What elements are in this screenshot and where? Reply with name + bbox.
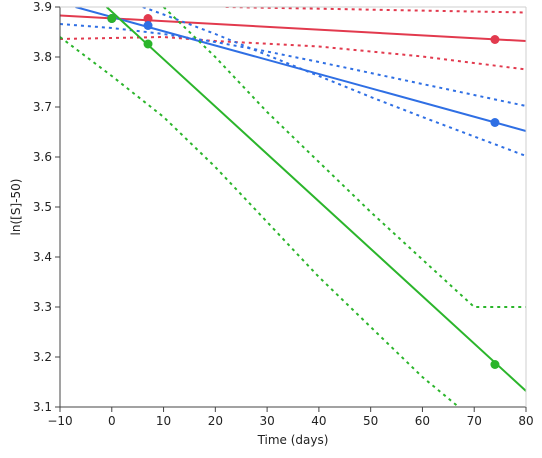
y-tick-label: 3.3	[33, 300, 52, 314]
x-tick-label: 40	[311, 414, 326, 428]
series-2-fit-line	[75, 7, 526, 132]
series-1-ci-upper	[225, 7, 526, 14]
series-2-point-2	[143, 21, 153, 30]
x-tick-label: −10	[47, 414, 72, 428]
series-3-ci-upper	[162, 7, 526, 308]
axes: −10 0 10 20 30 40 50 60 70 80 3.1 3.2 3.3 3.4 3.5 3.6 3.…	[33, 0, 534, 428]
y-tick-label: 3.8	[33, 50, 52, 64]
y-tick-label: 3.1	[33, 400, 52, 414]
x-tick-label: 0	[108, 414, 116, 428]
series-1-point-2	[143, 14, 153, 23]
series-2-ci-lower	[142, 7, 526, 157]
x-tick-label: 80	[518, 414, 533, 428]
series-2-point-3	[490, 118, 500, 127]
y-axis-title: ln([S]-50)	[9, 179, 23, 236]
x-axis-title: Time (days)	[257, 433, 329, 447]
series-markers	[107, 14, 500, 369]
series-3-fit-line	[105, 7, 526, 392]
series-3-point-3	[490, 360, 500, 369]
series-3-ci-lower	[60, 36, 460, 407]
series-3-point-1	[107, 14, 117, 23]
plot-area	[60, 7, 526, 407]
series-2-ci-upper	[60, 23, 526, 107]
x-tick-label: 60	[415, 414, 430, 428]
x-tick-label: 70	[467, 414, 482, 428]
series-3-point-2	[143, 39, 153, 49]
y-tick-label: 3.5	[33, 200, 52, 214]
y-tick-label: 3.4	[33, 250, 52, 264]
series-1-point-3	[490, 35, 500, 44]
x-tick-label: 30	[259, 414, 274, 428]
y-tick-label: 3.6	[33, 150, 52, 164]
y-tick-label: 3.7	[33, 100, 52, 114]
series-1-fit-line	[60, 14, 526, 42]
series-1-ci-lower	[60, 35, 526, 71]
x-tick-label: 50	[363, 414, 378, 428]
series-lines	[60, 7, 526, 407]
x-tick-label: 20	[208, 414, 223, 428]
y-tick-label: 3.2	[33, 350, 52, 364]
x-tick-label: 10	[156, 414, 171, 428]
y-tick-label: 3.9	[33, 0, 52, 14]
